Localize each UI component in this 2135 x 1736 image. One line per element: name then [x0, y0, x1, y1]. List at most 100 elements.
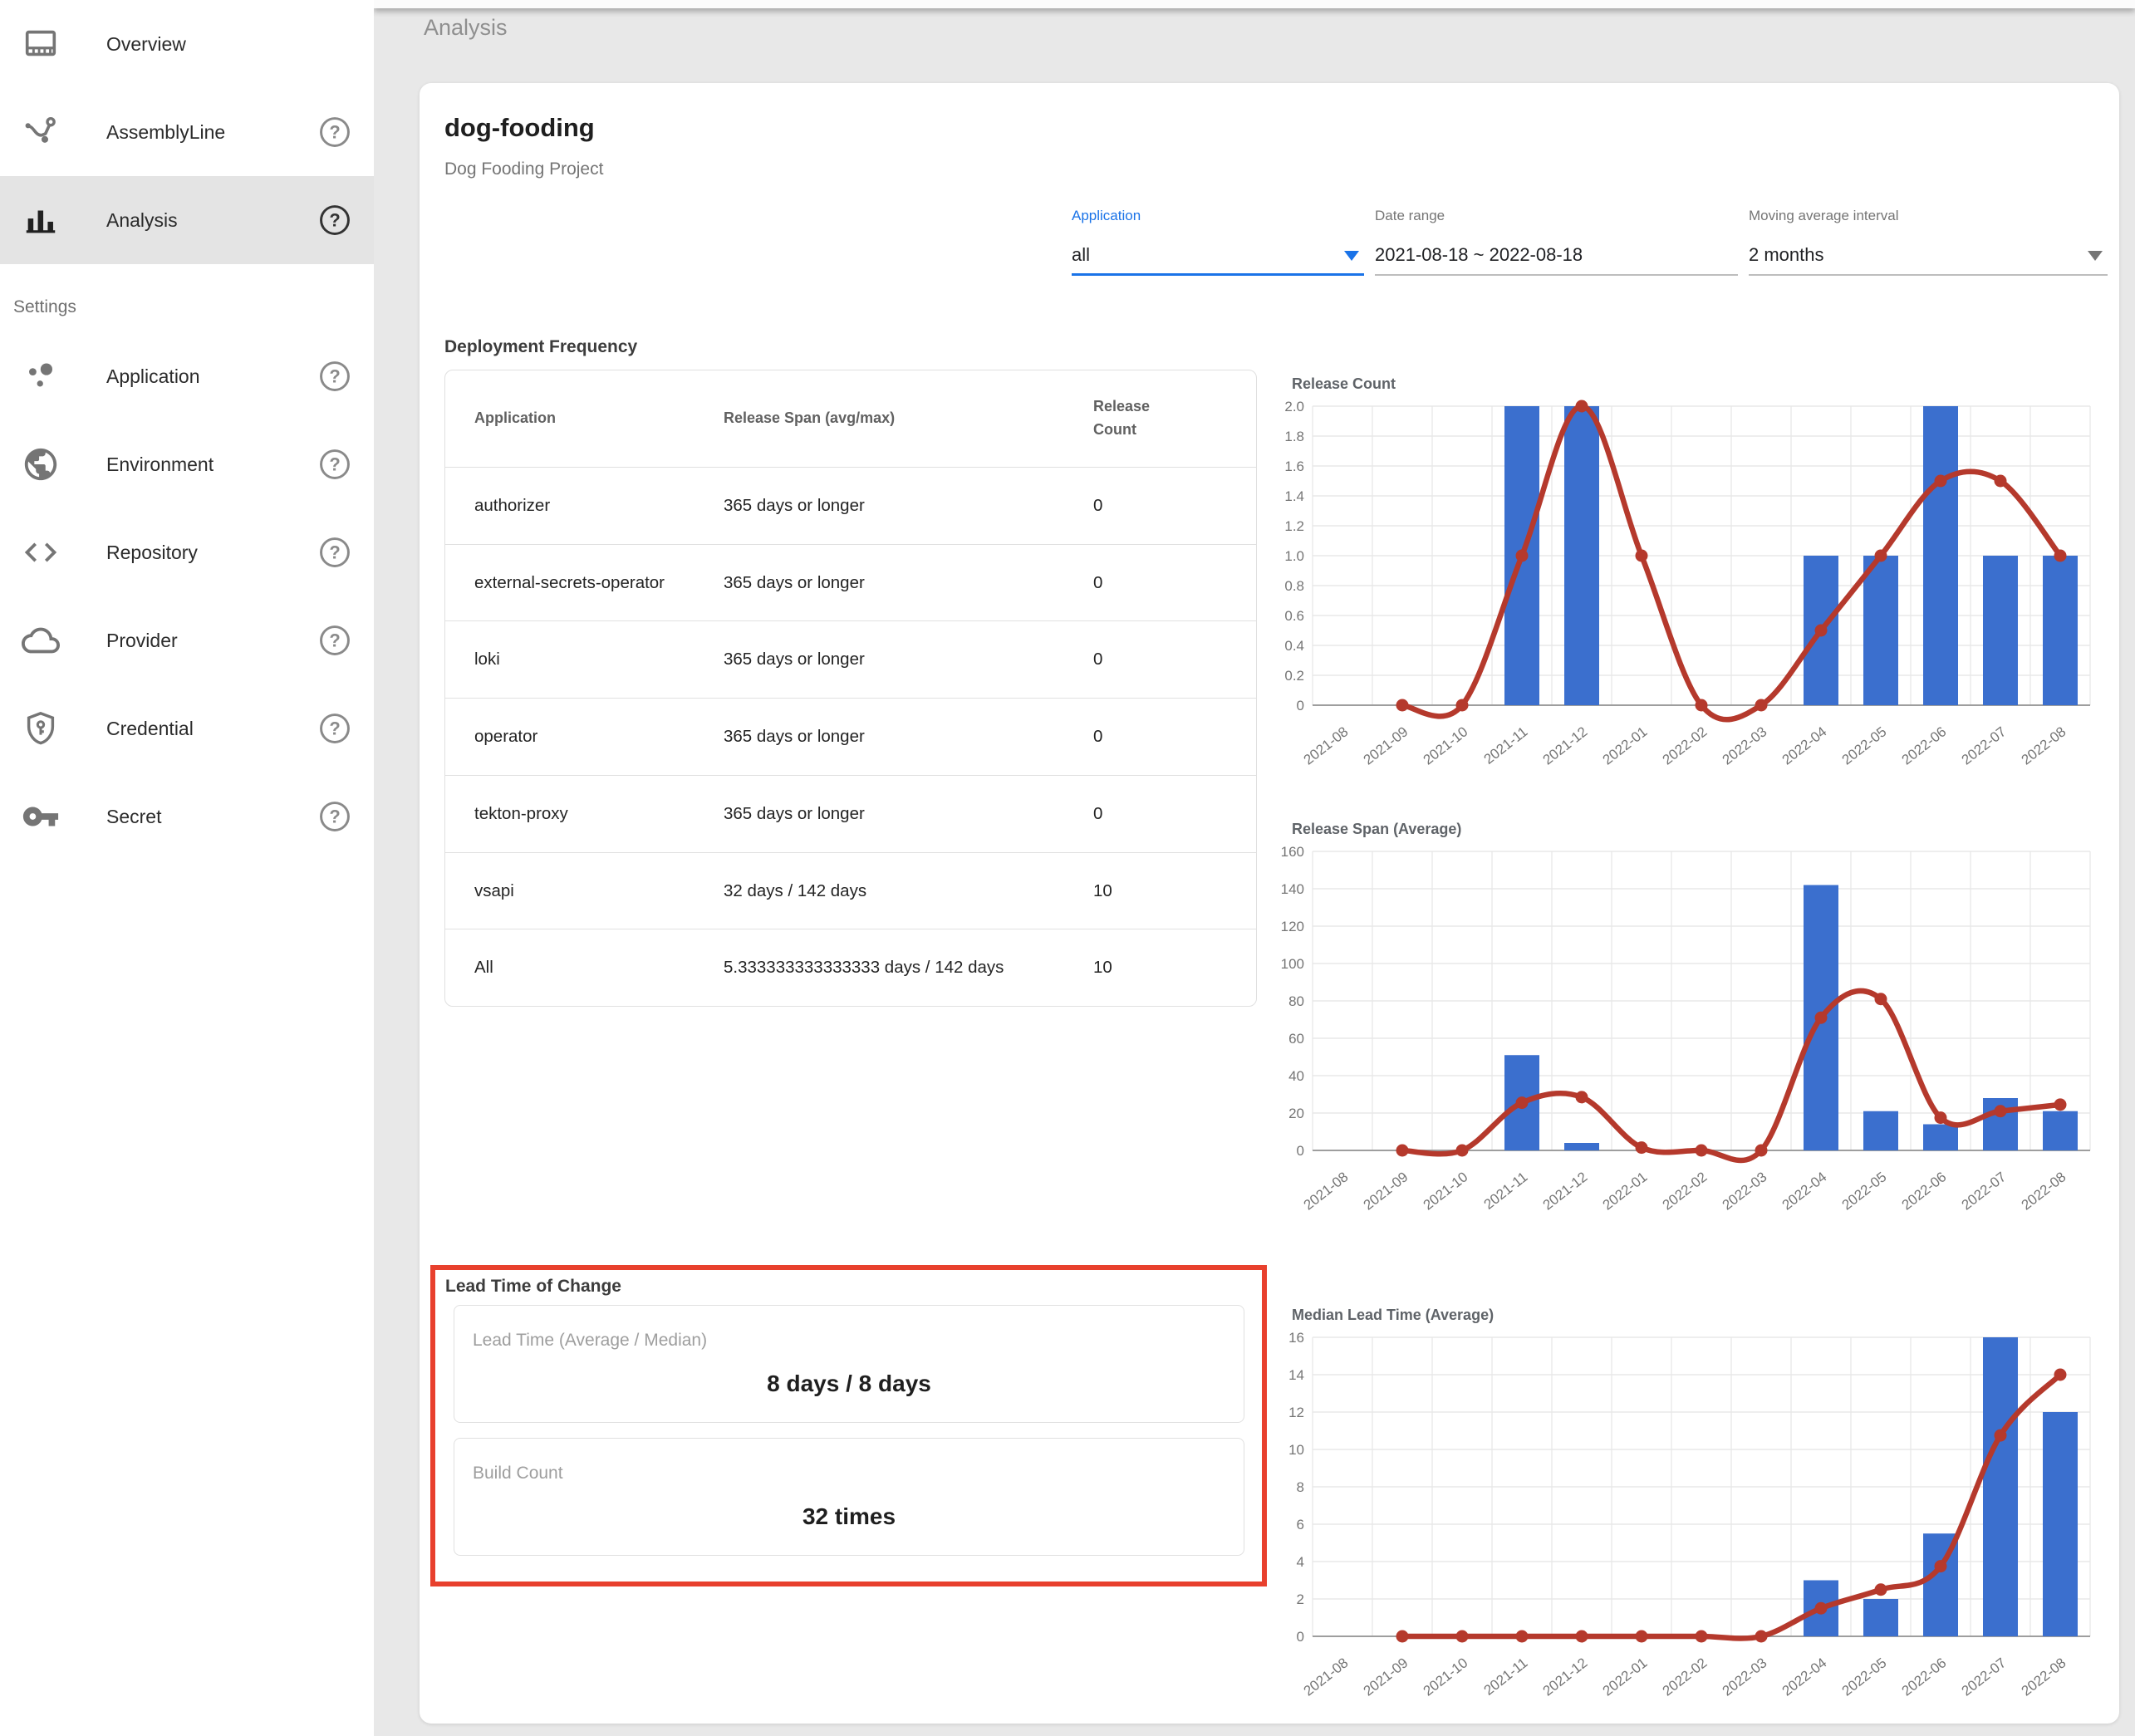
assemblyline-icon — [22, 113, 60, 151]
svg-text:?: ? — [329, 630, 340, 651]
content-area: Analysis dog-fooding Dog Fooding Project… — [374, 0, 2135, 1736]
line-point — [2054, 1368, 2067, 1381]
bar — [1564, 406, 1599, 705]
table-row: external-secrets-operator 365 days or lon… — [445, 543, 1256, 621]
sidebar-item-repository[interactable]: Repository? — [0, 508, 374, 596]
x-tick-label: 2021-11 — [1481, 1169, 1531, 1213]
application-select-underline — [1072, 273, 1364, 276]
application-select-label: Application — [1072, 208, 1141, 223]
y-tick-label: 0.8 — [1284, 578, 1304, 594]
line-point — [1575, 400, 1588, 413]
sidebar-item-label: AssemblyLine — [106, 120, 226, 143]
release-span-chart-mount: 160 140 120 100 80 60 40 20 0 2021-08 2021-09 2021-… — [1267, 841, 2106, 1244]
bar — [1983, 1337, 2018, 1636]
moving-average-underline — [1749, 274, 2108, 276]
bar — [1564, 1143, 1599, 1150]
release-span-chart-block: Release Span (Average) 160 140 120 100 80 60 4… — [1267, 821, 2106, 1244]
y-tick-label: 1.4 — [1284, 488, 1304, 504]
help-icon[interactable]: ? — [317, 535, 352, 570]
line-point — [1396, 699, 1409, 712]
release-count-cell: 10 — [1093, 929, 1256, 1007]
column-header: Release Count — [1093, 398, 1151, 438]
help-icon[interactable]: ? — [317, 711, 352, 746]
release-count-cell: 10 — [1093, 851, 1256, 929]
date-range-label: Date range — [1375, 208, 1445, 223]
top-app-bar-edge — [374, 0, 2135, 8]
lead-time-label: Lead Time (Average / Median) — [473, 1331, 708, 1350]
bar — [1923, 1124, 1958, 1150]
sidebar-item-overview[interactable]: Overview — [0, 0, 374, 88]
lead-time-of-change-highlight-box: Lead Time of Change Lead Time (Average /… — [430, 1265, 1267, 1586]
chevron-down-icon[interactable] — [1344, 251, 1359, 261]
x-tick-label: 2022-07 — [1959, 1169, 2010, 1213]
table-row: authorizer 365 days or longer 0 — [445, 466, 1256, 545]
svg-text:?: ? — [329, 542, 340, 563]
x-tick-label: 2021-09 — [1361, 1655, 1411, 1699]
sidebar-item-credential[interactable]: Credential? — [0, 684, 374, 772]
help-icon[interactable]: ? — [317, 447, 352, 482]
sidebar-item-provider[interactable]: Provider? — [0, 596, 374, 684]
y-tick-label: 0 — [1297, 698, 1304, 714]
help-icon[interactable]: ? — [317, 115, 352, 150]
x-tick-label: 2021-09 — [1361, 723, 1411, 767]
sidebar-settings-header: Settings — [13, 297, 76, 316]
environment-icon — [22, 445, 60, 483]
credential-icon — [22, 709, 60, 748]
help-icon[interactable]: ? — [317, 359, 352, 394]
moving-average-select[interactable]: Moving average interval 2 months — [1749, 208, 2108, 276]
build-count-label: Build Count — [473, 1464, 563, 1483]
y-tick-label: 0.2 — [1284, 668, 1304, 684]
release-count-cell: 0 — [1093, 620, 1256, 699]
sidebar-item-label: Secret — [106, 805, 162, 827]
sidebar-item-application[interactable]: Application? — [0, 332, 374, 420]
sidebar-item-environment[interactable]: Environment? — [0, 420, 374, 508]
sidebar-item-analysis[interactable]: Analysis? — [0, 176, 374, 264]
release-span-cell: 365 days or longer — [724, 774, 1093, 853]
release-count-chart-mount: 2.0 1.8 1.6 1.4 1.2 1.0 0.8 0.6 0.4 0.2 0 2021-08 20… — [1267, 396, 2106, 799]
application-select-value: all — [1072, 244, 1091, 265]
application-select[interactable]: Application all — [1072, 208, 1364, 276]
y-tick-label: 12 — [1288, 1405, 1304, 1420]
svg-text:?: ? — [329, 807, 340, 827]
release-span-cell: 365 days or longer — [724, 543, 1093, 621]
table-row: All 5.333333333333333 days / 142 days 10 — [445, 929, 1256, 1007]
x-tick-label: 2022-05 — [1839, 1655, 1890, 1699]
x-tick-label: 2022-02 — [1660, 723, 1710, 767]
table-header-row: Application Release Span (avg/max) Release… — [445, 370, 1256, 467]
y-tick-label: 0.6 — [1284, 608, 1304, 624]
analysis-icon — [22, 201, 60, 239]
date-range-input[interactable]: Date range 2021-08-18 ~ 2022-08-18 — [1375, 208, 1738, 276]
help-icon[interactable]: ? — [317, 623, 352, 658]
date-range-value: 2021-08-18 ~ 2022-08-18 — [1375, 244, 1583, 265]
x-tick-label: 2022-05 — [1839, 1169, 1890, 1213]
application-cell: All — [445, 929, 724, 1007]
release-span-cell: 5.333333333333333 days / 142 days — [724, 929, 1093, 1007]
x-tick-label: 2021-08 — [1301, 1169, 1352, 1213]
release-span-cell: 365 days or longer — [724, 620, 1093, 699]
sidebar-item-label: Application — [106, 365, 200, 387]
line-point — [1874, 1583, 1887, 1596]
sidebar-item-assemblyline[interactable]: AssemblyLine? — [0, 88, 374, 176]
x-tick-label: 2022-04 — [1779, 1169, 1830, 1213]
svg-text:?: ? — [329, 366, 340, 387]
chevron-down-icon[interactable] — [2088, 251, 2103, 261]
line-point — [1455, 1144, 1469, 1157]
x-tick-label: 2022-08 — [2019, 723, 2069, 767]
help-icon[interactable]: ? — [317, 799, 352, 834]
line-point — [1575, 1630, 1588, 1643]
y-tick-label: 16 — [1288, 1330, 1304, 1346]
line-point — [1994, 1429, 2007, 1442]
sidebar-item-label: Credential — [106, 717, 194, 739]
help-icon[interactable]: ? — [317, 203, 352, 238]
application-cell: external-secrets-operator — [445, 543, 724, 621]
line-point — [1874, 993, 1887, 1006]
application-cell: authorizer — [445, 466, 724, 545]
line-point — [1755, 1630, 1768, 1643]
sidebar-item-secret[interactable]: Secret? — [0, 772, 374, 861]
line-point — [1695, 1630, 1708, 1643]
bar — [1863, 556, 1898, 705]
y-tick-label: 8 — [1297, 1479, 1304, 1495]
y-tick-label: 40 — [1288, 1068, 1304, 1084]
line-point — [1994, 1105, 2007, 1118]
